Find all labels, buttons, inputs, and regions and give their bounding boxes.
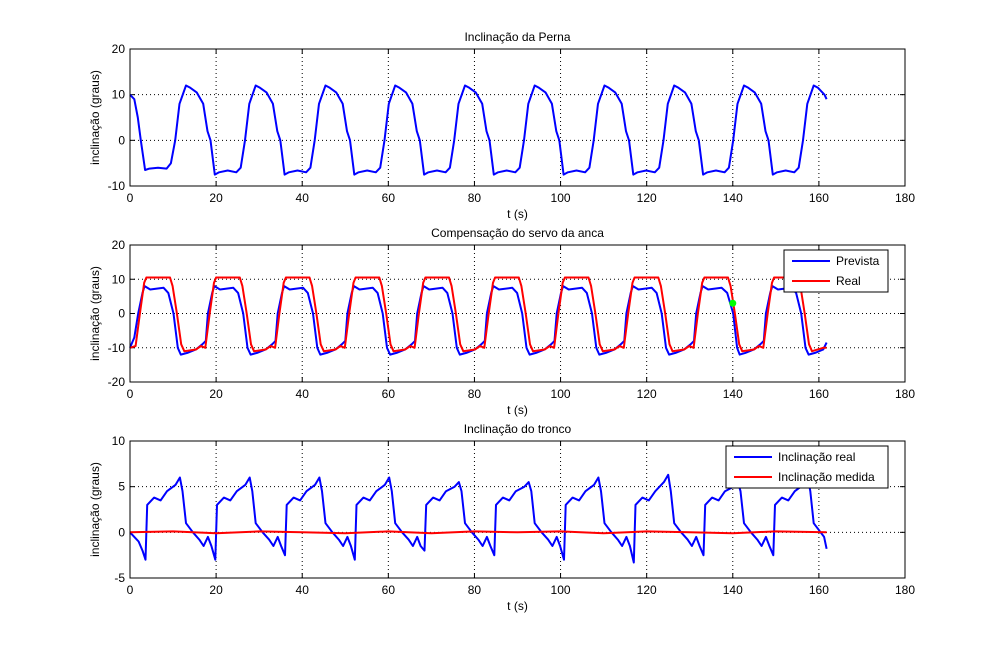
x-tick-label: 160 [809, 191, 829, 205]
y-tick-label: 0 [118, 525, 125, 539]
x-tick-label: 40 [296, 387, 310, 401]
chart-title: Inclinação do tronco [464, 422, 572, 436]
subplot-3: 0 20 40 60 80 100 120 140 160 180-50510Inclinação… [88, 422, 915, 613]
y-axis-label: inclinação (graus) [88, 266, 102, 361]
x-tick-label: 0 [127, 191, 134, 205]
x-tick-label: 160 [809, 583, 829, 597]
chart-title: Inclinação da Perna [464, 30, 570, 44]
subplot-2: 0 20 40 60 80 100 120 140 160 180 -20 -10 0 10 20 Compe… [88, 226, 915, 417]
series-line-real [129, 276, 827, 353]
x-axis-label: t (s) [507, 207, 528, 221]
series-line-prevista [129, 285, 828, 356]
x-tick-label: 0 [127, 387, 134, 401]
x-tick-label: 100 [551, 191, 571, 205]
x-tick-label: 120 [637, 191, 657, 205]
x-tick-label: 60 [382, 387, 396, 401]
x-tick-label: 120 [637, 583, 657, 597]
legend-label: Prevista [836, 254, 880, 268]
x-tick-label: 100 [551, 387, 571, 401]
x-tick-label: 140 [723, 191, 743, 205]
x-tick-label: 80 [468, 191, 482, 205]
legend: Inclinação real Inclinação medida [725, 445, 889, 489]
data-marker [729, 299, 737, 307]
subplot-1: 0 20 40 60 80 100 120 140 160 180-1001020Inclinaç… [88, 30, 915, 221]
y-tick-label: -5 [114, 571, 125, 585]
y-tick-label: -10 [108, 341, 126, 355]
x-tick-label: 160 [809, 387, 829, 401]
y-tick-label: 0 [118, 307, 125, 321]
legend-label: Inclinação real [778, 450, 855, 464]
series-line-inclina-o-real [129, 473, 828, 564]
x-tick-label: 20 [209, 387, 223, 401]
x-axis-label: t (s) [507, 599, 528, 613]
x-tick-label: 20 [209, 583, 223, 597]
axes-frame [129, 48, 906, 187]
y-tick-label: 0 [118, 133, 125, 147]
y-tick-label: 10 [112, 434, 126, 448]
y-axis-label: inclinação (graus) [88, 70, 102, 165]
y-axis-label: inclinação (graus) [88, 462, 102, 557]
x-tick-label: 20 [209, 191, 223, 205]
y-tick-label: 5 [118, 480, 125, 494]
x-tick-label: 80 [468, 583, 482, 597]
chart-title: Compensação do servo da anca [431, 226, 604, 240]
x-tick-label: 180 [895, 191, 915, 205]
x-tick-label: 40 [296, 583, 310, 597]
axes-frame [129, 244, 906, 383]
legend-label: Inclinação medida [778, 470, 875, 484]
y-tick-label: 20 [112, 42, 126, 56]
series-line-inclina-o-medida [129, 530, 827, 535]
x-tick-label: 140 [723, 387, 743, 401]
axes-background [130, 245, 905, 382]
y-tick-label: -20 [108, 375, 126, 389]
x-tick-label: 60 [382, 191, 396, 205]
y-tick-label: 10 [112, 88, 126, 102]
x-tick-label: 140 [723, 583, 743, 597]
y-tick-label: 20 [112, 238, 126, 252]
legend: Prevista Real [783, 249, 889, 293]
x-tick-label: 120 [637, 387, 657, 401]
x-tick-label: 80 [468, 387, 482, 401]
legend-label: Real [836, 274, 861, 288]
x-tick-label: 180 [895, 387, 915, 401]
x-tick-label: 0 [127, 583, 134, 597]
x-tick-label: 60 [382, 583, 396, 597]
series-line-inclina-o-da-perna [129, 84, 828, 176]
axes-background [130, 49, 905, 186]
legend-box [783, 249, 889, 293]
x-axis-label: t (s) [507, 403, 528, 417]
x-tick-label: 40 [296, 191, 310, 205]
axes-frame [129, 440, 906, 579]
x-tick-label: 180 [895, 583, 915, 597]
x-tick-label: 100 [551, 583, 571, 597]
y-tick-label: -10 [108, 179, 126, 193]
y-tick-label: 10 [112, 272, 126, 286]
legend-box [725, 445, 889, 489]
